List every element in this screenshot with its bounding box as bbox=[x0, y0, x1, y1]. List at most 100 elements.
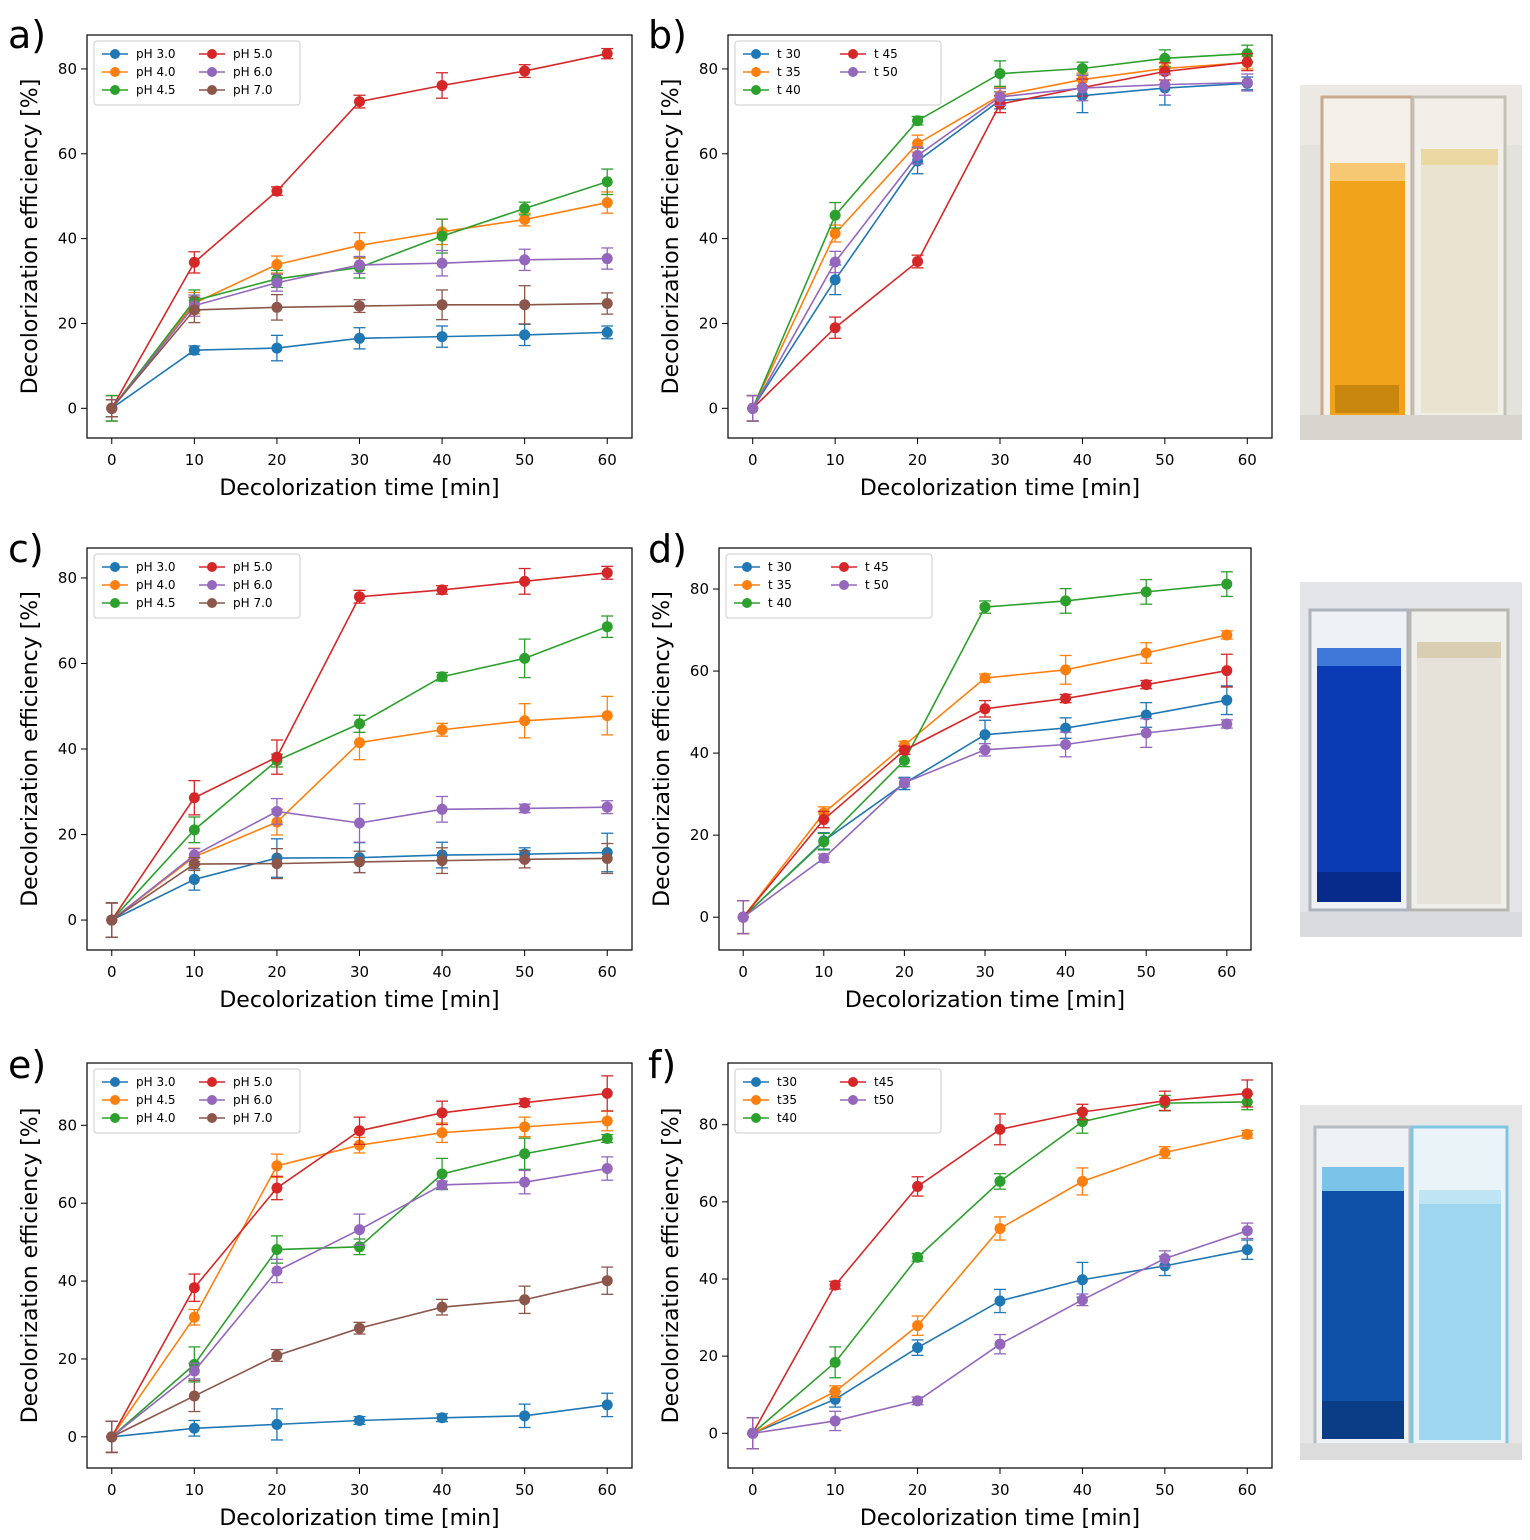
legend-label: t 40 bbox=[768, 596, 792, 610]
data-point bbox=[188, 1311, 200, 1323]
data-point bbox=[436, 1179, 448, 1191]
cuvette-photo-orange bbox=[1300, 85, 1522, 440]
data-point bbox=[436, 1301, 448, 1313]
data-point bbox=[1060, 664, 1072, 676]
data-point bbox=[436, 1127, 448, 1139]
legend-item: pH 7.0 bbox=[199, 1111, 273, 1125]
legend-label: pH 4.5 bbox=[136, 1093, 176, 1107]
legend-marker bbox=[751, 67, 761, 77]
data-point bbox=[979, 729, 991, 741]
series-t-35 bbox=[737, 629, 1233, 935]
y-tick-label: 60 bbox=[699, 145, 718, 163]
data-point bbox=[436, 803, 448, 815]
y-tick-label: 80 bbox=[690, 580, 709, 598]
legend-marker bbox=[110, 67, 120, 77]
legend-label: t45 bbox=[874, 1075, 894, 1089]
legend-label: t 40 bbox=[777, 83, 801, 97]
legend-item: pH 6.0 bbox=[199, 1093, 273, 1107]
data-point bbox=[994, 91, 1006, 103]
data-point bbox=[1241, 56, 1253, 68]
legend-marker bbox=[751, 1113, 761, 1123]
x-tick-label: 50 bbox=[515, 1481, 534, 1499]
legend-item: pH 7.0 bbox=[199, 83, 273, 97]
legend-item: pH 5.0 bbox=[199, 560, 273, 574]
legend-item: t 35 bbox=[734, 578, 792, 592]
data-point bbox=[436, 299, 448, 311]
legend-item: pH 7.0 bbox=[199, 596, 273, 610]
legend-label: t35 bbox=[777, 1093, 797, 1107]
data-point bbox=[436, 230, 448, 242]
data-point bbox=[519, 1294, 531, 1306]
legend-item: t 50 bbox=[840, 65, 898, 79]
legend-marker bbox=[751, 1077, 761, 1087]
data-point bbox=[601, 710, 613, 722]
data-point bbox=[519, 575, 531, 587]
data-point bbox=[898, 744, 910, 756]
data-point bbox=[1159, 1253, 1171, 1265]
series-t50 bbox=[746, 1222, 1254, 1450]
series-t-30 bbox=[737, 685, 1233, 935]
y-axis-label: Decolorization efficiency [%] bbox=[18, 1108, 43, 1424]
data-point bbox=[436, 1412, 448, 1424]
data-point bbox=[1159, 1095, 1171, 1107]
legend-label: pH 4.0 bbox=[136, 65, 176, 79]
data-point bbox=[912, 1342, 924, 1354]
data-point bbox=[1140, 679, 1152, 691]
legend-marker bbox=[751, 49, 761, 59]
data-point bbox=[519, 853, 531, 865]
data-point bbox=[519, 329, 531, 341]
series-line bbox=[111, 181, 608, 409]
series-pH-7_0 bbox=[105, 842, 614, 938]
series-pH-7_0 bbox=[105, 285, 614, 418]
legend-label: pH 4.5 bbox=[136, 83, 176, 97]
data-point bbox=[354, 300, 365, 312]
legend-label: t 30 bbox=[768, 560, 792, 574]
x-tick-label: 30 bbox=[350, 963, 369, 981]
data-point bbox=[829, 228, 841, 240]
legend-marker bbox=[742, 580, 752, 590]
x-axis-label: Decolorization time [min] bbox=[219, 1506, 499, 1531]
legend: pH 3.0 pH 4.5 pH 4.0 pH 5.0 pH 6.0 pH 7.0 bbox=[93, 1068, 301, 1134]
x-axis-label: Decolorization time [min] bbox=[219, 988, 499, 1013]
data-point bbox=[354, 1125, 365, 1137]
data-point bbox=[601, 253, 613, 265]
y-tick-label: 40 bbox=[690, 744, 709, 762]
panel-label: f) bbox=[648, 1043, 676, 1087]
data-point bbox=[1140, 727, 1152, 739]
plot-frame bbox=[727, 34, 1273, 439]
y-tick-label: 60 bbox=[58, 654, 77, 672]
data-point bbox=[829, 1279, 841, 1291]
x-tick-label: 30 bbox=[350, 451, 369, 469]
legend-label: pH 5.0 bbox=[233, 560, 273, 574]
x-tick-label: 40 bbox=[433, 963, 452, 981]
x-tick-label: 20 bbox=[267, 451, 286, 469]
legend-marker bbox=[207, 1095, 217, 1105]
data-point bbox=[188, 1390, 200, 1402]
data-point bbox=[354, 239, 365, 251]
data-point bbox=[979, 744, 991, 756]
data-point bbox=[912, 1395, 924, 1407]
y-axis-label: Decolorization efficiency [%] bbox=[18, 79, 43, 395]
x-tick-label: 50 bbox=[515, 963, 534, 981]
data-point bbox=[519, 214, 531, 226]
legend-item: pH 4.5 bbox=[102, 1093, 176, 1107]
data-point bbox=[354, 332, 365, 344]
y-tick-label: 80 bbox=[58, 569, 77, 587]
data-point bbox=[188, 858, 200, 870]
legend-item: pH 4.5 bbox=[102, 83, 176, 97]
legend-label: pH 3.0 bbox=[136, 560, 176, 574]
data-point bbox=[436, 1107, 448, 1119]
x-tick-label: 0 bbox=[107, 1481, 117, 1499]
data-point bbox=[601, 1275, 613, 1287]
x-tick-label: 20 bbox=[895, 963, 914, 981]
data-point bbox=[188, 1282, 200, 1294]
data-point bbox=[898, 754, 910, 766]
y-tick-label: 0 bbox=[67, 399, 77, 417]
data-point bbox=[912, 256, 924, 268]
data-point bbox=[994, 1222, 1006, 1234]
data-point bbox=[271, 1265, 283, 1277]
series-line bbox=[752, 1101, 1248, 1434]
legend-item: pH 4.0 bbox=[102, 1111, 176, 1125]
x-tick-label: 50 bbox=[1155, 451, 1174, 469]
y-axis-label: Decolorization efficiency [%] bbox=[650, 591, 675, 907]
